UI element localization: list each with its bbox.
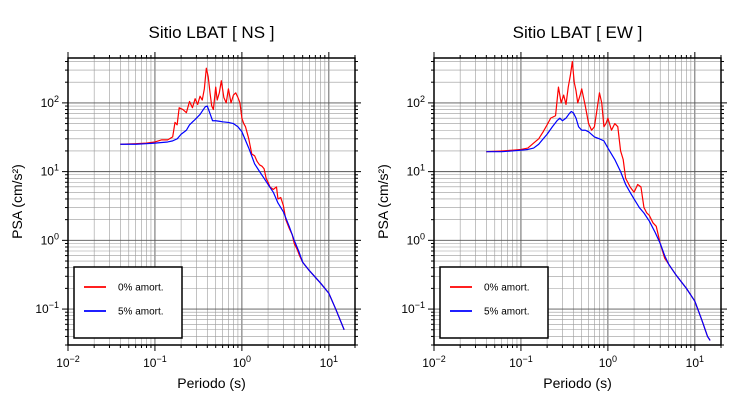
y-tick-label-base: 10 xyxy=(41,165,55,179)
ticks xyxy=(428,52,727,351)
y-tick-label: 100 xyxy=(41,231,59,247)
y-tick-label: 101 xyxy=(41,163,59,179)
y-tick-label-base: 10 xyxy=(41,96,55,110)
chart-title: Sitio LBAT [ NS ] xyxy=(149,23,275,42)
y-tick-label: 100 xyxy=(407,231,425,247)
y-tick-label-base: 10 xyxy=(407,165,421,179)
legend-box xyxy=(439,266,549,339)
y-tick-label: 102 xyxy=(41,94,59,110)
legend-label: 5% amort. xyxy=(118,307,164,318)
y-tick-label-base: 10 xyxy=(407,233,421,247)
x-tick-label-exp: 1 xyxy=(333,354,338,364)
x-tick-label: 10−1 xyxy=(509,354,533,370)
plot-frame xyxy=(67,57,356,346)
legend: 0% amort. 5% amort. xyxy=(439,266,549,339)
y-tick-label-exp: −1 xyxy=(49,300,59,310)
series-line-undamped xyxy=(120,67,345,330)
x-axis-label: Periodo (s) xyxy=(543,375,611,391)
x-tick-label: 100 xyxy=(599,354,617,370)
legend-box xyxy=(73,266,183,339)
x-tick-label: 10−1 xyxy=(143,354,167,370)
series-line-undamped xyxy=(486,60,711,341)
legend-label: 0% amort. xyxy=(484,283,530,294)
legend-label: 5% amort. xyxy=(484,307,530,318)
y-tick-label: 10−1 xyxy=(35,300,59,316)
y-tick-label-base: 10 xyxy=(401,302,415,316)
x-tick-label: 10−2 xyxy=(422,354,446,370)
y-tick-label-exp: 0 xyxy=(54,231,59,241)
y-tick-label-exp: 1 xyxy=(420,163,425,173)
x-tick-label: 10−2 xyxy=(56,354,80,370)
x-axis-label: Periodo (s) xyxy=(177,375,245,391)
x-tick-label-base: 10 xyxy=(509,356,523,370)
legend: 0% amort. 5% amort. xyxy=(73,266,183,339)
series-line-damped xyxy=(486,110,711,341)
y-tick-label-exp: 2 xyxy=(420,94,425,104)
x-tick-label-base: 10 xyxy=(599,356,613,370)
x-tick-label-exp: 1 xyxy=(699,354,704,364)
y-tick-label-exp: −1 xyxy=(415,300,425,310)
y-tick-label: 10−1 xyxy=(401,300,425,316)
x-tick-label-base: 10 xyxy=(233,356,247,370)
x-tick-label-exp: −2 xyxy=(436,354,446,364)
y-tick-label: 102 xyxy=(407,94,425,110)
y-tick-label-exp: 0 xyxy=(420,231,425,241)
plot-frame xyxy=(433,57,722,346)
x-tick-label-exp: −2 xyxy=(70,354,80,364)
y-tick-label-base: 10 xyxy=(41,233,55,247)
x-tick-label: 101 xyxy=(320,354,338,370)
x-tick-label-exp: 0 xyxy=(246,354,251,364)
x-tick-label-base: 10 xyxy=(686,356,700,370)
x-tick-label-base: 10 xyxy=(143,356,157,370)
y-tick-label-base: 10 xyxy=(407,96,421,110)
x-tick-label-base: 10 xyxy=(320,356,334,370)
x-tick-label-exp: −1 xyxy=(522,354,532,364)
y-tick-label: 101 xyxy=(407,163,425,179)
grid xyxy=(67,58,356,346)
x-tick-label: 101 xyxy=(686,354,704,370)
legend-label: 0% amort. xyxy=(118,283,164,294)
y-tick-label-exp: 1 xyxy=(54,163,59,173)
x-tick-label-base: 10 xyxy=(422,356,436,370)
y-tick-label-exp: 2 xyxy=(54,94,59,104)
x-tick-label-exp: −1 xyxy=(156,354,166,364)
grid xyxy=(433,58,722,346)
x-tick-label: 100 xyxy=(233,354,251,370)
ticks xyxy=(62,52,361,351)
series-line-damped xyxy=(120,105,345,330)
x-tick-label-base: 10 xyxy=(56,356,70,370)
chart-title: Sitio LBAT [ EW ] xyxy=(513,23,643,42)
y-axis-label: PSA (cm/s²) xyxy=(375,164,391,239)
x-tick-label-exp: 0 xyxy=(612,354,617,364)
y-tick-label-base: 10 xyxy=(35,302,49,316)
y-axis-label: PSA (cm/s²) xyxy=(9,164,25,239)
